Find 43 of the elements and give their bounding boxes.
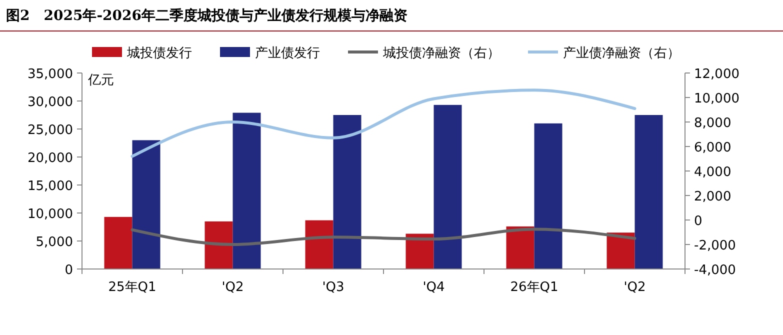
y-tick-label: 15,000 — [28, 179, 73, 194]
y2-tick-label: 10,000 — [694, 92, 740, 106]
y-tick-label: 0 — [64, 263, 73, 278]
bar — [606, 232, 635, 269]
legend-label: 城投债净融资（右） — [382, 46, 500, 61]
y2-tick-label: 0 — [694, 214, 702, 229]
x-tick-label: 'Q2 — [624, 280, 646, 295]
y-tick-label: 35,000 — [28, 67, 73, 82]
bar — [204, 221, 233, 269]
y-tick-label: 10,000 — [28, 207, 73, 222]
y-tick-label: 20,000 — [28, 151, 73, 166]
line-series — [130, 88, 636, 158]
y-tick-label: 5,000 — [36, 235, 73, 250]
legend-label: 产业债发行 — [255, 46, 320, 61]
bar — [406, 234, 434, 269]
chart-title: 图2 2025年-2026年二季度城投债与产业债发行规模与净融资 — [6, 7, 408, 24]
x-tick-label: 'Q2 — [222, 280, 244, 295]
x-tick-label: 25年Q1 — [108, 280, 156, 295]
y2-tick-label: 2,000 — [694, 190, 732, 204]
bar — [104, 216, 132, 269]
x-tick-label: 'Q4 — [422, 280, 445, 295]
y2-tick-label: 4,000 — [694, 165, 732, 180]
bar — [333, 115, 362, 269]
line-series — [130, 228, 636, 246]
bar — [305, 220, 334, 269]
y2-tick-label: 8,000 — [694, 116, 732, 131]
y-tick-label: 25,000 — [28, 123, 73, 138]
bar — [506, 226, 534, 269]
bar — [232, 112, 261, 269]
x-tick-label: 'Q3 — [322, 280, 344, 295]
bar — [534, 123, 562, 269]
y-axis-title: 亿元 — [87, 73, 114, 88]
legend-label: 城投债发行 — [126, 46, 192, 61]
legend-label: 产业债净融资（右） — [563, 46, 680, 61]
y2-tick-label: 12,000 — [694, 67, 740, 82]
bar — [434, 104, 462, 269]
bar — [132, 140, 160, 269]
y2-tick-label: 6,000 — [694, 140, 732, 156]
x-tick-label: 26年Q1 — [510, 280, 558, 295]
y2-tick-label: -4,000 — [694, 263, 736, 278]
bar — [634, 115, 663, 269]
y-tick-label: 30,000 — [28, 95, 73, 110]
y2-tick-label: -2,000 — [694, 238, 736, 254]
